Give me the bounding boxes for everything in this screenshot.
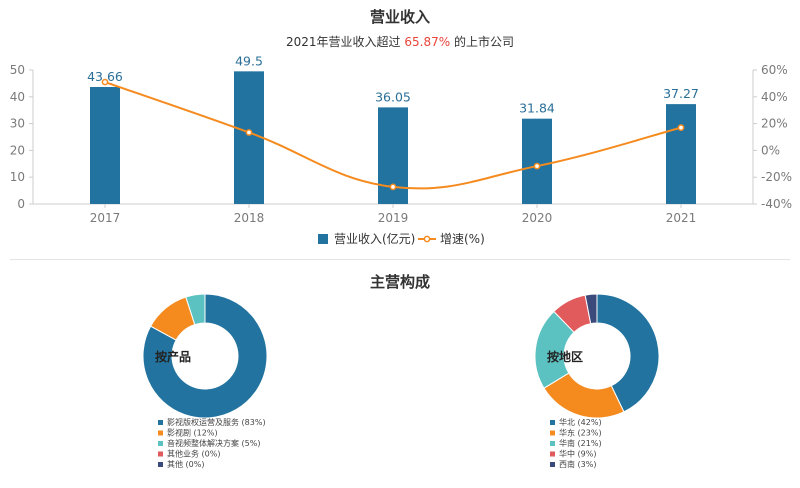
y-right-tick-label: 20% [761, 117, 788, 131]
x-tick-label: 2019 [378, 211, 409, 225]
growth-point [677, 124, 685, 131]
region-donut-legend-label: 华中 (9%) [559, 449, 596, 459]
bar-value-label: 49.5 [235, 53, 263, 68]
legend-bar-label: 营业收入(亿元) [334, 231, 415, 246]
y-right-tick-label: -20% [761, 170, 792, 184]
x-tick-label: 2020 [522, 211, 553, 225]
product-donut-legend-swatch [158, 420, 163, 425]
product-donut-legend-label: 其他业务 (0%) [167, 449, 220, 459]
product-donut-legend-label: 影视剧 (12%) [167, 428, 218, 438]
y-right-tick-label: 40% [761, 90, 788, 104]
product-donut-slice [185, 293, 206, 326]
revenue-bar [666, 104, 696, 204]
y-right-tick-label: 0% [761, 143, 780, 157]
bar-value-label: 43.66 [87, 69, 123, 84]
region-donut-legend-label: 华北 (42%) [559, 417, 602, 427]
region-donut-slice [584, 293, 598, 325]
region-donut-legend-swatch [550, 451, 555, 457]
region-donut-legend-swatch [550, 462, 555, 467]
legend-line-marker [423, 235, 431, 243]
y-left-tick-label: 0 [17, 197, 25, 211]
revenue-bar [522, 118, 552, 204]
region-donut-legend-swatch [550, 420, 555, 425]
y-left-tick-label: 30 [10, 117, 25, 131]
product-donut-legend-swatch [158, 441, 163, 446]
product-donut-legend-label: 音视频整体解决方案 (5%) [167, 438, 260, 448]
revenue-bar [234, 71, 264, 204]
y-left-tick-label: 40 [10, 90, 25, 104]
region-donut-legend-swatch [550, 430, 555, 436]
region-donut-legend-label: 华东 (23%) [559, 428, 602, 438]
product-donut-slice [142, 293, 268, 419]
subtitle-highlight: 65.87% [404, 35, 451, 49]
x-tick-label: 2021 [666, 211, 697, 225]
bar-value-label: 37.27 [663, 86, 699, 101]
chart-title: 营业收入 [369, 8, 430, 26]
y-left-tick-label: 50 [10, 63, 25, 77]
section-title: 主营构成 [369, 273, 430, 291]
bar-value-label: 31.84 [519, 101, 555, 116]
region-donut-slice [596, 293, 660, 413]
region-donut-legend-label: 西南 (3%) [559, 459, 596, 469]
y-right-tick-label: 60% [761, 63, 788, 77]
y-right-tick-label: -40% [761, 197, 792, 211]
region-donut-legend-label: 华南 (21%) [559, 438, 602, 448]
x-tick-label: 2018 [234, 211, 265, 225]
region-donut-center-label: 按地区 [547, 349, 583, 364]
growth-point [389, 183, 397, 191]
product-donut-legend-label: 其他 (0%) [167, 459, 204, 469]
revenue-bar [90, 86, 120, 204]
legend-line-label: 增速(%) [440, 232, 485, 246]
product-donut-legend-label: 影视版权运营及服务 (83%) [167, 417, 266, 427]
bar-value-label: 36.05 [375, 89, 411, 104]
section-divider [10, 259, 790, 260]
growth-point [245, 129, 253, 136]
product-donut-center-label: 按产品 [155, 349, 191, 364]
product-donut-legend-swatch [158, 451, 163, 457]
x-tick-label: 2017 [90, 211, 121, 225]
growth-point [533, 162, 541, 170]
region-donut-legend-swatch [550, 441, 555, 446]
chart-subtitle: 2021年营业收入超过 65.87% 的上市公司 [286, 35, 514, 49]
growth-point [101, 78, 109, 86]
y-left-tick-label: 10 [10, 170, 25, 184]
legend-bar-swatch [318, 234, 328, 244]
y-left-tick-label: 20 [10, 143, 25, 157]
product-donut-legend-swatch [158, 430, 163, 436]
product-donut-legend-swatch [158, 462, 163, 467]
